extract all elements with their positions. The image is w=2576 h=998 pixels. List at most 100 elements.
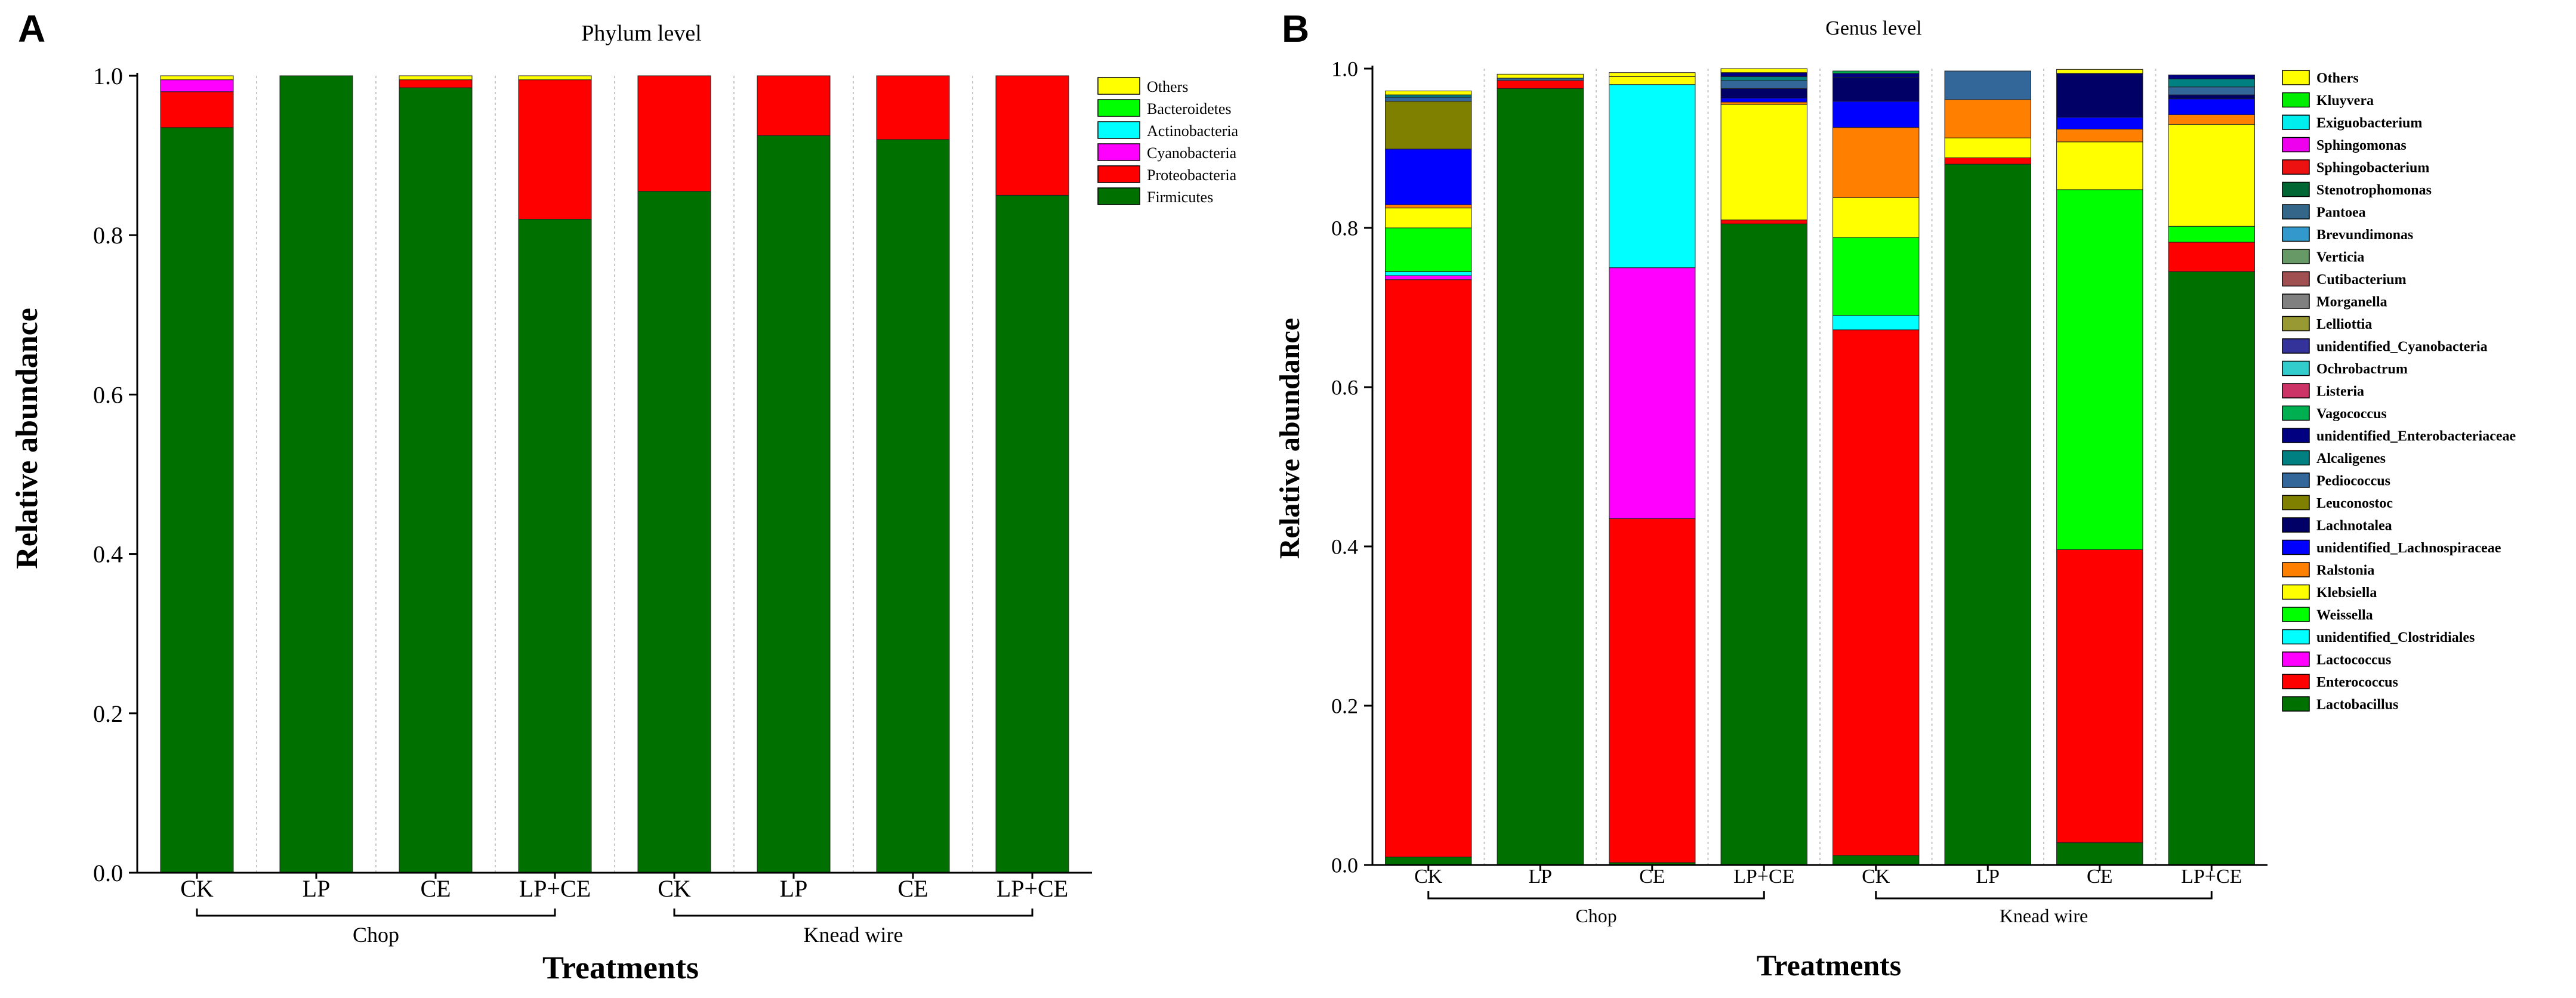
bar-segment (2056, 128, 2143, 143)
x-tick-label: CK (658, 875, 691, 902)
y-tick-label: 0.6 (1331, 376, 1358, 400)
bar-segment (1497, 88, 1584, 866)
x-tick-label: LP+CE (519, 875, 591, 902)
group-label: Knead wire (2000, 905, 2088, 926)
bar-segment (1720, 223, 1807, 866)
bar-segment (399, 79, 473, 88)
x-tick-label: LP+CE (2181, 866, 2242, 888)
bar-segment (1385, 279, 1472, 858)
y-tick-label: 0.8 (1331, 217, 1358, 240)
legend-swatch (1097, 143, 1140, 161)
legend-label: Enterococcus (2316, 675, 2398, 690)
legend-swatch (2282, 383, 2310, 398)
legend-label: Vagococcus (2316, 406, 2387, 422)
bar-segment (1385, 94, 1472, 98)
bar-segment (2168, 225, 2255, 243)
group-bracket (1427, 891, 1765, 900)
bar-segment (1832, 77, 1920, 102)
group-bracket (1875, 891, 2213, 900)
legend-label: Bacteroidetes (1147, 100, 1232, 118)
bar-segment (2168, 75, 2255, 79)
bar-segment (1832, 315, 1920, 330)
legend-swatch (2282, 428, 2310, 443)
y-tick-label: 0.4 (1331, 535, 1358, 559)
legend-label: Weissella (2316, 607, 2373, 623)
bar-segment (2168, 78, 2255, 88)
legend-label: Verticia (2316, 249, 2364, 265)
bar-segment (1720, 72, 1807, 77)
bar-segment (995, 75, 1069, 196)
bar-segment (2056, 73, 2143, 118)
legend-label: Cutibacterium (2316, 272, 2407, 288)
bar-segment (1385, 275, 1472, 280)
legend-label: Brevundimonas (2316, 227, 2413, 243)
bar-segment (2168, 98, 2255, 115)
legend-swatch (2282, 226, 2310, 242)
legend-swatch (2282, 673, 2310, 690)
y-tick-label: 0.2 (1331, 694, 1358, 718)
legend-label: Alcaligenes (2316, 451, 2386, 466)
bar-segment (1720, 104, 1807, 221)
bar-segment (1720, 76, 1807, 81)
bar-segment (2056, 549, 2143, 843)
bar-segment (1944, 157, 2031, 165)
bar-segment (1720, 68, 1807, 73)
bar-segment (1385, 97, 1472, 102)
bar-segment (160, 127, 234, 873)
bar-segment (876, 139, 950, 873)
legend-swatch (1097, 99, 1140, 117)
bar-segment (1944, 163, 2031, 866)
bar-segment (2056, 842, 2143, 866)
bar-segment (1944, 137, 2031, 159)
legend-swatch (2282, 137, 2310, 153)
bar-segment (2056, 141, 2143, 190)
y-tick-label: 0.6 (93, 381, 123, 408)
legend-label: Lachnotalea (2316, 518, 2392, 533)
legend-swatch (2282, 472, 2310, 488)
legend-label: Kluyvera (2316, 93, 2374, 109)
bar-segment (1385, 208, 1472, 228)
bar-segment (1497, 80, 1584, 89)
panel-b-x-axis-label: Treatments (1757, 948, 1902, 982)
bar-segment (399, 87, 473, 873)
legend-label: Ochrobactrum (2316, 361, 2408, 377)
legend-label: Sphingomonas (2316, 138, 2407, 153)
legend-label: Others (2316, 70, 2359, 86)
x-tick-label: CK (1862, 866, 1890, 888)
y-tick-label: 0.4 (93, 541, 123, 568)
x-tick-label: LP+CE (1733, 866, 1794, 888)
legend-label: Cyanobacteria (1147, 144, 1237, 162)
legend-label: Lactococcus (2316, 652, 2391, 668)
legend-swatch (2282, 517, 2310, 533)
x-tick-label: CK (1414, 866, 1443, 888)
group-label: Chop (353, 923, 399, 947)
legend-label: Proteobacteria (1147, 166, 1237, 184)
group-bracket (196, 909, 556, 917)
legend-swatch (1097, 165, 1140, 183)
bar-segment (1720, 101, 1807, 105)
y-tick-label: 0.0 (93, 860, 123, 886)
panel-a-plot-area: 0.0 0.2 0.4 0.6 0.8 1.0 CK LP CE LP+CE CK LP CE LP+CE… (93, 63, 1092, 947)
group-label: Knead wire (804, 923, 903, 947)
x-tick-label: LP (780, 875, 808, 902)
panel-a-phylum-chart: A Phylum level Relative abundance Treatm… (10, 7, 1238, 985)
legend-label: Exiguobacterium (2316, 115, 2422, 131)
bar-segment (1385, 271, 1472, 276)
legend-label: Actinobacteria (1147, 122, 1238, 140)
bar-segment (1832, 237, 1920, 316)
group-label: Chop (1575, 905, 1616, 926)
legend-label: Lelliottia (2316, 317, 2372, 332)
bar-segment (1832, 329, 1920, 856)
legend-label: Sphingobacterium (2316, 160, 2429, 175)
bar-segment (1832, 197, 1920, 238)
panel-a-letter: A (18, 7, 45, 50)
legend-swatch (2282, 405, 2310, 421)
bar-segment (757, 135, 831, 873)
bar-segment (1385, 204, 1472, 209)
panel-a-x-axis-label: Treatments (542, 950, 699, 985)
legend-swatch (1097, 121, 1140, 139)
bar-segment (160, 75, 234, 81)
bar-segment (1385, 149, 1472, 205)
legend-label: Leuconostoc (2316, 496, 2393, 511)
bar-segment (2168, 123, 2255, 227)
